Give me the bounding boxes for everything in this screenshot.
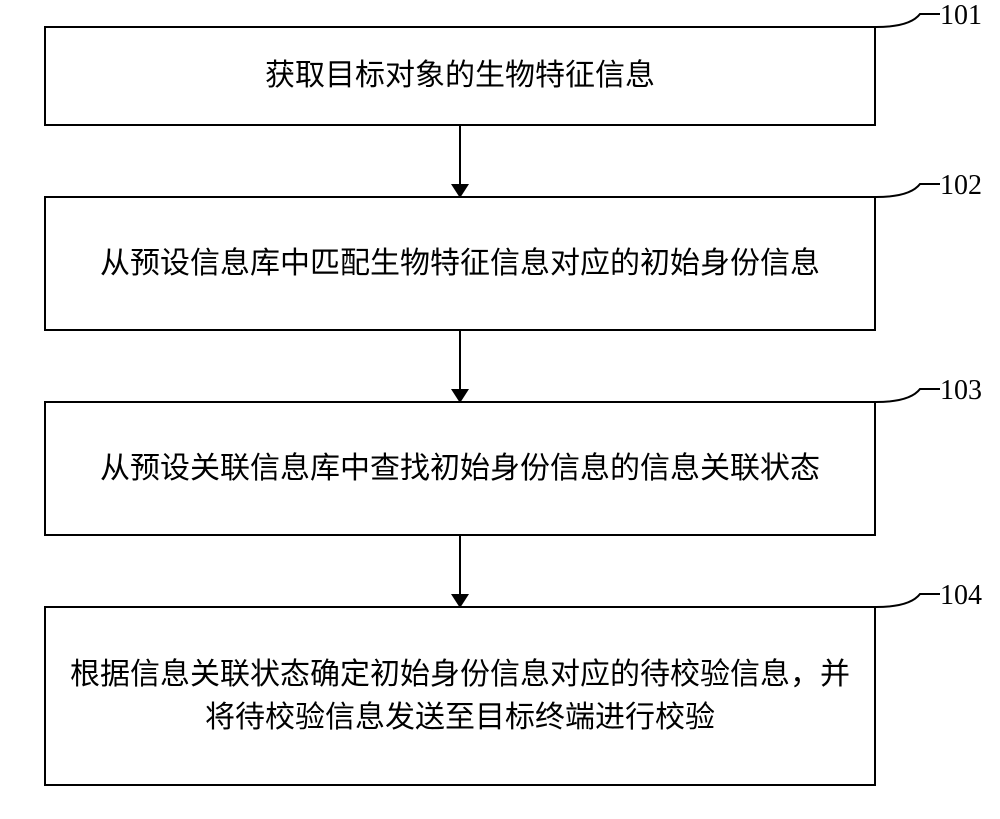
leader-103 xyxy=(876,385,940,415)
flow-node-104: 根据信息关联状态确定初始身份信息对应的待校验信息，并将待校验信息发送至目标终端进… xyxy=(44,606,876,786)
leader-104 xyxy=(876,590,940,620)
step-label-102: 102 xyxy=(940,170,982,202)
flow-node-102: 从预设信息库中匹配生物特征信息对应的初始身份信息 xyxy=(44,196,876,331)
flow-node-102-text: 从预设信息库中匹配生物特征信息对应的初始身份信息 xyxy=(70,242,850,286)
leader-102 xyxy=(876,180,940,210)
flow-node-103: 从预设关联信息库中查找初始身份信息的信息关联状态 xyxy=(44,401,876,536)
flow-node-101: 获取目标对象的生物特征信息 xyxy=(44,26,876,126)
step-label-103: 103 xyxy=(940,375,982,407)
step-label-104: 104 xyxy=(940,580,982,612)
flow-node-101-text: 获取目标对象的生物特征信息 xyxy=(70,54,850,98)
leader-101 xyxy=(876,10,940,40)
flowchart-canvas: 获取目标对象的生物特征信息 从预设信息库中匹配生物特征信息对应的初始身份信息 从… xyxy=(0,0,1000,819)
flow-node-103-text: 从预设关联信息库中查找初始身份信息的信息关联状态 xyxy=(70,447,850,491)
step-label-101: 101 xyxy=(940,0,982,32)
flow-node-104-text: 根据信息关联状态确定初始身份信息对应的待校验信息，并将待校验信息发送至目标终端进… xyxy=(70,653,850,740)
